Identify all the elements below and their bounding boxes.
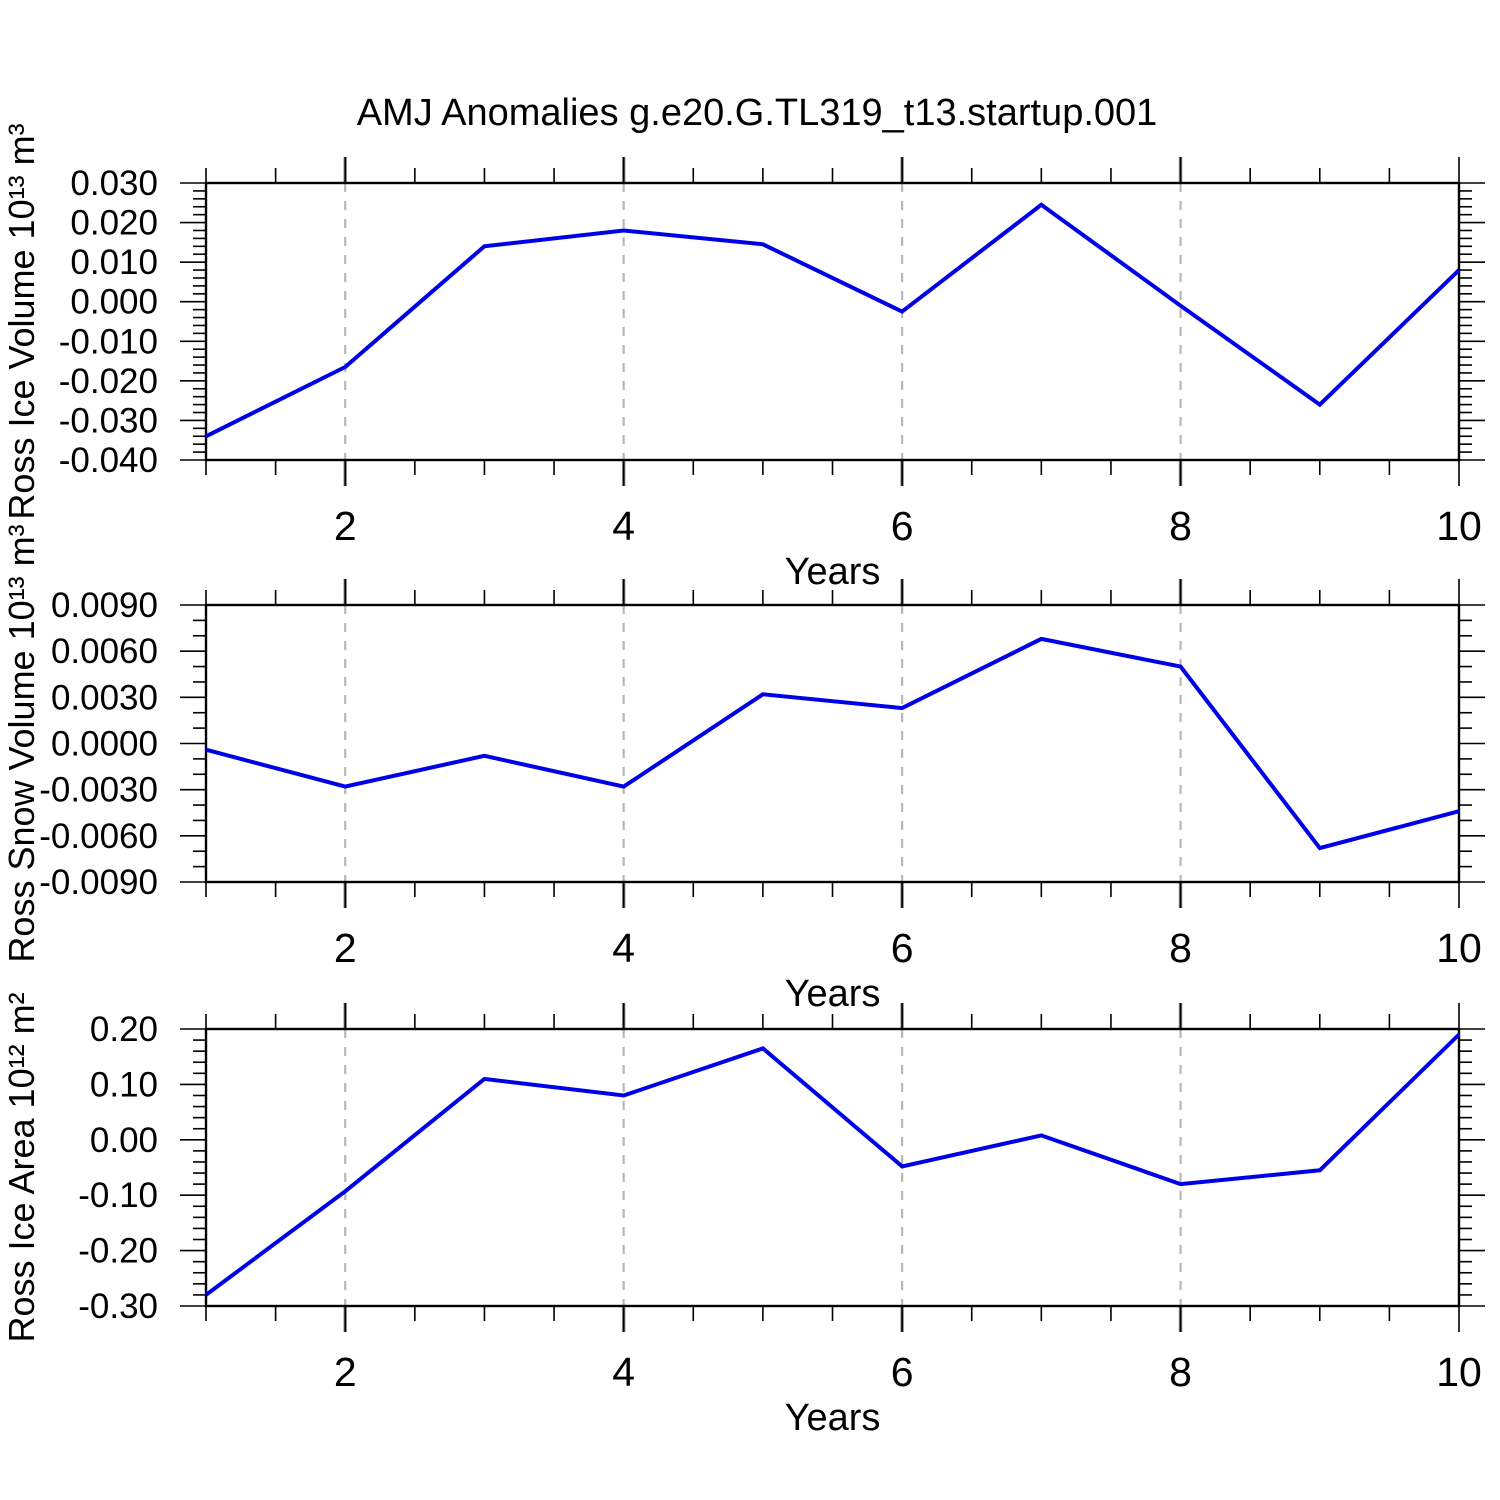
y-tick-label: 0.10 bbox=[90, 1065, 158, 1104]
y-tick-label: 0.0030 bbox=[51, 678, 158, 717]
y-tick-label: 0.0090 bbox=[51, 586, 158, 625]
y-tick-label: -0.20 bbox=[78, 1232, 158, 1271]
y-tick-label: 0.0000 bbox=[51, 725, 158, 764]
y-axis-title: Ross Snow Volume 10¹³ m³ bbox=[1, 524, 42, 962]
chart-title: AMJ Anomalies g.e20.G.TL319_t13.startup.… bbox=[356, 92, 1158, 134]
x-tick-label: 6 bbox=[891, 925, 914, 971]
x-tick-label: 8 bbox=[1169, 503, 1192, 549]
data-line bbox=[204, 1033, 1461, 1297]
y-tick-label: 0.010 bbox=[70, 243, 158, 282]
panel-2: 0.0090 0.0060 0.0030 0.0000 -0.0030 -0.0060 -0… bbox=[1, 524, 1485, 1015]
y-tick-label: -0.10 bbox=[78, 1176, 158, 1215]
y-tick-label: -0.0060 bbox=[39, 817, 158, 856]
panel-1: 0.0300.0200.0100.000-0.010-0.020-0.030-0… bbox=[1, 123, 1485, 593]
x-tick-label: 6 bbox=[891, 1349, 914, 1395]
y-tick-label: 0.030 bbox=[70, 164, 158, 203]
y-tick-label: 0.0060 bbox=[51, 632, 158, 671]
x-tick-label: 6 bbox=[891, 503, 914, 549]
x-tick-label: 2 bbox=[334, 925, 357, 971]
x-tick-label: 2 bbox=[334, 503, 357, 549]
x-tick-label: 4 bbox=[612, 503, 635, 549]
y-tick-label: -0.010 bbox=[59, 322, 158, 361]
y-tick-label: -0.30 bbox=[78, 1287, 158, 1326]
y-tick-label: 0.000 bbox=[70, 283, 158, 322]
y-tick-label: 0.020 bbox=[70, 204, 158, 243]
y-tick-label: -0.020 bbox=[59, 362, 158, 401]
y-axis-title: Ross Ice Volume 10¹³ m³ bbox=[1, 123, 42, 519]
y-tick-label: 0.00 bbox=[90, 1121, 158, 1160]
y-tick-label: -0.040 bbox=[59, 441, 158, 480]
data-line bbox=[205, 636, 1460, 851]
plot-frame bbox=[204, 1027, 1461, 1308]
x-tick-label: 10 bbox=[1436, 925, 1482, 971]
y-tick-label: -0.0090 bbox=[39, 863, 158, 902]
x-tick-label: 10 bbox=[1436, 503, 1482, 549]
x-axis-title: Years bbox=[785, 551, 881, 593]
y-tick-label: 0.20 bbox=[90, 1010, 158, 1049]
y-axis-title: Ross Ice Area 10¹² m² bbox=[1, 992, 42, 1342]
x-tick-label: 8 bbox=[1169, 1349, 1192, 1395]
y-tick-label: -0.0030 bbox=[39, 771, 158, 810]
data-line bbox=[205, 202, 1461, 439]
panel-3: 0.20 0.10 0.00 -0.10 -0.20 -0.30 2 4 6 8 10 Years Ro… bbox=[1, 992, 1485, 1439]
x-axis-title: Years bbox=[785, 1397, 881, 1439]
y-tick-label: -0.030 bbox=[59, 401, 158, 440]
x-tick-label: 8 bbox=[1169, 925, 1192, 971]
x-tick-label: 4 bbox=[612, 925, 635, 971]
x-tick-label: 4 bbox=[612, 1349, 635, 1395]
x-tick-label: 2 bbox=[334, 1349, 357, 1395]
plot-frame bbox=[204, 603, 1461, 884]
x-tick-label: 10 bbox=[1436, 1349, 1482, 1395]
x-axis-title: Years bbox=[785, 973, 881, 1015]
plot-frame bbox=[204, 181, 1461, 462]
